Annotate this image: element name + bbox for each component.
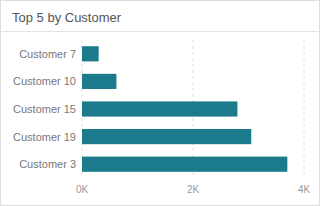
bar xyxy=(82,129,251,144)
category-label: Customer 15 xyxy=(13,103,76,115)
grid-line xyxy=(304,40,305,178)
category-label: Customer 10 xyxy=(13,75,76,87)
category-label: Customer 3 xyxy=(19,158,76,170)
category-label: Customer 19 xyxy=(13,131,76,143)
title: Top 5 by Customer xyxy=(12,10,122,25)
x-tick-label: 4K xyxy=(298,184,311,195)
x-tick-label: 0K xyxy=(76,184,89,195)
grid xyxy=(82,40,304,178)
title-divider xyxy=(0,31,320,32)
bar xyxy=(82,101,237,116)
category-label: Customer 7 xyxy=(19,48,76,60)
background xyxy=(1,1,320,206)
chart: Top 5 by Customer 0K 2K 4K Customer 7 Custome… xyxy=(0,0,320,206)
bar xyxy=(82,46,99,61)
bar xyxy=(82,74,116,89)
bar xyxy=(82,157,287,172)
x-tick-label: 2K xyxy=(187,184,200,195)
bars xyxy=(82,46,287,172)
